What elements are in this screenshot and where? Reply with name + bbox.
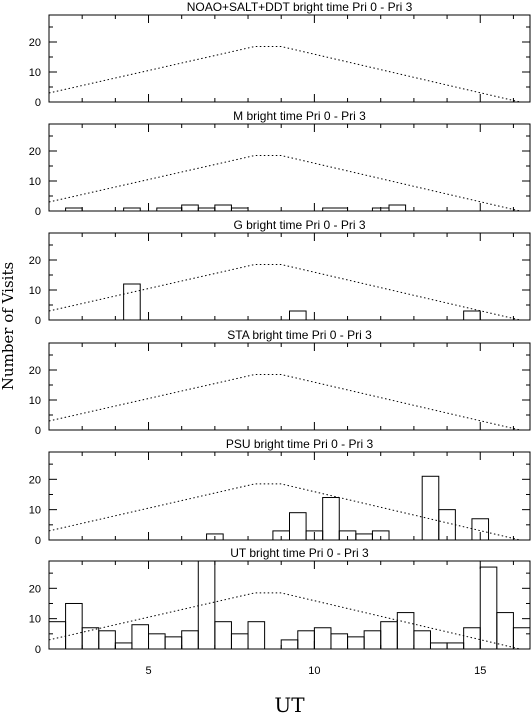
y-tick-label: 0 bbox=[35, 206, 41, 218]
y-tick-label: 20 bbox=[29, 474, 41, 486]
histogram-bin bbox=[197, 207, 216, 212]
panel-title: NOAO+SALT+DDT bright time Pri 0 - Pri 3 bbox=[187, 0, 413, 14]
y-tick-label: 10 bbox=[29, 285, 41, 297]
panel-frame bbox=[48, 560, 531, 650]
reference-curve bbox=[48, 483, 521, 541]
histogram-bin bbox=[371, 530, 390, 541]
histogram-bin bbox=[230, 207, 249, 212]
x-tick-label: 5 bbox=[145, 665, 151, 677]
panel-frame bbox=[48, 14, 531, 103]
histogram-bin bbox=[65, 207, 83, 212]
y-tick-label: 20 bbox=[29, 255, 41, 267]
histogram-bin bbox=[512, 627, 531, 650]
panel-title: UT bright time Pri 0 - Pri 3 bbox=[230, 546, 369, 560]
y-tick-label: 10 bbox=[29, 67, 41, 79]
histogram-bin bbox=[181, 204, 199, 212]
histogram-bin bbox=[65, 602, 83, 650]
histogram-bin bbox=[81, 627, 100, 650]
histogram-bin bbox=[313, 627, 332, 650]
histogram-bin bbox=[289, 310, 307, 321]
y-tick-label: 20 bbox=[29, 583, 41, 595]
reference-curve bbox=[48, 46, 521, 103]
y-tick-label: 10 bbox=[29, 505, 41, 517]
histogram-bin bbox=[438, 509, 456, 541]
histogram-bin bbox=[164, 636, 183, 650]
histogram-bin bbox=[247, 621, 266, 650]
histogram-bin bbox=[322, 497, 340, 541]
histogram-bin bbox=[471, 518, 490, 541]
histogram-bin bbox=[48, 621, 67, 650]
histogram-bin bbox=[380, 621, 398, 650]
y-tick-label: 0 bbox=[35, 315, 41, 327]
histogram-bin bbox=[479, 566, 498, 650]
y-tick-label: 10 bbox=[29, 176, 41, 188]
y-tick-label: 10 bbox=[29, 614, 41, 626]
histogram-bin bbox=[429, 642, 448, 650]
panel-title: PSU bright time Pri 0 - Pri 3 bbox=[226, 437, 374, 451]
histogram-bin bbox=[463, 310, 481, 321]
histogram-bin bbox=[396, 612, 415, 650]
histogram-bin bbox=[123, 207, 141, 212]
reference-curve bbox=[48, 592, 521, 650]
reference-curve bbox=[48, 264, 521, 321]
reference-curve bbox=[48, 155, 521, 212]
histogram-bin bbox=[496, 612, 514, 650]
y-tick-label: 0 bbox=[35, 97, 41, 109]
histogram-bin bbox=[355, 533, 373, 541]
histogram-bin bbox=[206, 533, 224, 541]
panel-title: G bright time Pri 0 - Pri 3 bbox=[233, 218, 365, 232]
histogram-bin bbox=[297, 630, 315, 650]
histogram-bin bbox=[114, 642, 133, 650]
y-tick-label: 10 bbox=[29, 395, 41, 407]
y-axis-label: Number of Visits bbox=[0, 262, 17, 390]
panel-frame bbox=[48, 123, 531, 212]
histogram-bin bbox=[446, 642, 465, 650]
y-tick-label: 20 bbox=[29, 365, 41, 377]
histogram-bin bbox=[280, 639, 299, 650]
panel-frame bbox=[48, 232, 531, 321]
y-tick-label: 0 bbox=[35, 425, 41, 437]
y-tick-label: 0 bbox=[35, 644, 41, 656]
histogram-bin bbox=[388, 204, 407, 212]
histogram-bin bbox=[230, 633, 249, 650]
histogram-bin bbox=[181, 630, 199, 650]
histogram-bin bbox=[214, 621, 232, 650]
histogram-bin bbox=[363, 630, 382, 650]
histogram-bin bbox=[347, 636, 365, 650]
histogram-bin bbox=[197, 560, 216, 650]
histogram-bin bbox=[413, 630, 431, 650]
histogram-bin bbox=[322, 207, 349, 212]
y-tick-label: 0 bbox=[35, 535, 41, 547]
y-tick-label: 20 bbox=[29, 146, 41, 158]
reference-curve bbox=[48, 374, 521, 431]
x-tick-label: 10 bbox=[308, 665, 320, 677]
histogram-bin bbox=[289, 512, 307, 541]
histogram-bin bbox=[330, 633, 349, 650]
histogram-bin bbox=[156, 207, 183, 212]
histogram-bin bbox=[148, 633, 166, 650]
y-tick-label: 20 bbox=[29, 37, 41, 49]
histogram-bin bbox=[463, 627, 481, 650]
panel-title: M bright time Pri 0 - Pri 3 bbox=[233, 109, 366, 123]
histogram-bin bbox=[131, 624, 150, 650]
histogram-bin bbox=[123, 283, 141, 321]
panel-title: STA bright time Pri 0 - Pri 3 bbox=[227, 328, 372, 342]
panel-frame bbox=[48, 342, 531, 431]
x-axis-label: UT bbox=[274, 693, 305, 716]
x-tick-label: 15 bbox=[474, 665, 486, 677]
histogram-bin bbox=[214, 204, 232, 212]
histogram-bin bbox=[421, 475, 440, 541]
histogram-bin bbox=[98, 630, 116, 650]
